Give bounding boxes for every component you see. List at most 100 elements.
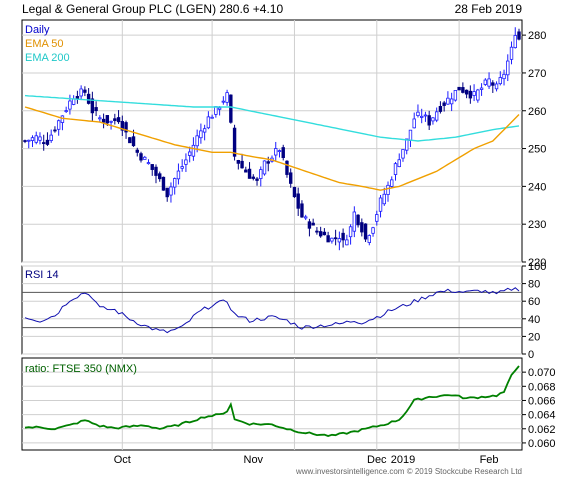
price-y-tick-label: 230 <box>528 219 546 231</box>
candle-body <box>42 142 46 144</box>
candle-body <box>390 179 394 187</box>
candle-body <box>405 138 409 151</box>
x-tick-label: 2019 <box>391 454 415 466</box>
candle-body <box>461 87 465 93</box>
candle-body <box>449 98 454 105</box>
rsi-line <box>24 287 520 334</box>
candle-body <box>120 121 125 131</box>
candle-body <box>348 226 353 238</box>
candle-body <box>307 221 312 229</box>
candle-body <box>38 136 42 141</box>
candle-body <box>337 238 342 243</box>
rsi-y-tick-label: 80 <box>528 279 540 291</box>
candle-body <box>83 89 87 93</box>
legend-ratio: ratio: FTSE 350 (NMX) <box>25 363 137 375</box>
candle-body <box>408 129 413 141</box>
ratio-y-tick-label: 0.062 <box>528 424 556 436</box>
rsi-y-tick-label: 40 <box>528 314 540 326</box>
candle-body <box>86 93 91 104</box>
candle-body <box>75 96 80 99</box>
candle-body <box>289 172 293 184</box>
candle-body <box>311 222 315 226</box>
candle-body <box>315 230 319 233</box>
candle-body <box>363 223 368 240</box>
candle-body <box>53 129 57 132</box>
candle-body <box>139 153 143 161</box>
candle-body <box>292 187 297 198</box>
candle-body <box>255 178 259 181</box>
rsi-y-tick-label: 100 <box>528 261 546 273</box>
x-tick-label: Feb <box>480 454 499 466</box>
candle-body <box>472 91 476 96</box>
price-y-tick-label: 260 <box>528 106 546 118</box>
footer-credit: www.investorsintelligence.com © 2019 Sto… <box>295 467 522 476</box>
candle-body <box>105 115 110 124</box>
candle-body <box>341 232 345 241</box>
axis-layer: Oct Nov Dec 2019 Feb 220 230 240 250 260 270 280 0 20… <box>114 30 556 466</box>
x-tick-label: Nov <box>244 454 264 466</box>
ratio-y-tick-label: 0.068 <box>528 381 556 393</box>
candle-body <box>116 117 121 123</box>
price-layer <box>23 27 521 251</box>
candle-body <box>371 227 375 234</box>
candle-body <box>468 90 473 99</box>
legend-ema200: EMA 200 <box>25 52 70 64</box>
candle-body <box>498 77 502 85</box>
legend-daily: Daily <box>25 24 50 36</box>
rsi-layer <box>24 287 520 334</box>
candle-body <box>453 90 458 101</box>
candle-body <box>229 94 233 123</box>
candle-body <box>367 235 372 243</box>
candle-body <box>382 193 386 205</box>
candle-body <box>401 149 405 159</box>
candle-body <box>464 89 469 95</box>
price-y-tick-label: 250 <box>528 144 546 156</box>
candle-body <box>457 86 461 91</box>
candle-body <box>34 135 38 143</box>
candle-body <box>199 130 203 139</box>
candle-body <box>56 120 61 130</box>
candle-body <box>483 79 488 85</box>
candle-body <box>281 147 285 159</box>
candle-body <box>491 82 495 86</box>
rsi-y-tick-label: 20 <box>528 331 540 343</box>
candle-body <box>326 235 330 243</box>
chart-date: 28 Feb 2019 <box>455 2 523 16</box>
candle-body <box>262 160 267 175</box>
candle-body <box>434 111 439 121</box>
candle-body <box>513 35 517 49</box>
candle-body <box>161 176 166 191</box>
candle-body <box>442 102 446 106</box>
candle-body <box>352 211 357 232</box>
candle-body <box>285 160 289 175</box>
candle-body <box>221 100 226 103</box>
candle-body <box>128 137 132 144</box>
candle-body <box>386 184 390 195</box>
ratio-line <box>24 365 520 437</box>
chart-title: Legal & General Group PLC (LGEN) 280.6 +… <box>22 2 283 16</box>
candle-body <box>98 117 102 120</box>
candle-body <box>333 237 338 240</box>
ratio-layer <box>24 365 520 437</box>
candle-body <box>517 31 521 40</box>
candle-body <box>240 160 244 169</box>
candle-body <box>135 149 139 153</box>
candle-body <box>101 118 106 123</box>
candle-body <box>296 193 300 209</box>
candle-body <box>90 98 95 114</box>
candle-body <box>143 156 147 160</box>
candle-body <box>150 164 154 170</box>
candle-body <box>27 139 31 142</box>
price-y-tick-label: 280 <box>528 30 546 42</box>
candle-body <box>64 110 68 113</box>
candle-body <box>251 176 255 179</box>
price-y-tick-label: 240 <box>528 181 546 193</box>
candle-body <box>146 162 151 165</box>
candle-body <box>487 78 491 87</box>
candle-body <box>330 237 334 242</box>
candle-body <box>419 115 424 118</box>
x-tick-label: Dec <box>367 454 387 466</box>
ratio-y-tick-label: 0.066 <box>528 395 556 407</box>
candle-body <box>184 159 188 165</box>
